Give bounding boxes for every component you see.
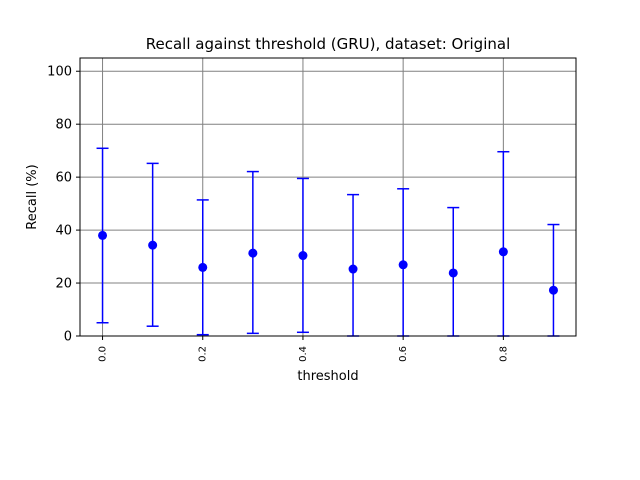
y-tick-label: 80 xyxy=(55,118,72,133)
x-tick-label: 0.2 xyxy=(198,346,209,362)
recall-point xyxy=(348,264,358,274)
recall-point xyxy=(548,285,558,295)
recall-point xyxy=(148,240,158,250)
recall-point xyxy=(398,260,408,270)
recall-point xyxy=(98,230,108,240)
y-tick-label: 40 xyxy=(55,224,72,239)
recall-point xyxy=(498,247,508,257)
y-tick-label: 20 xyxy=(55,277,72,292)
x-axis-label: threshold xyxy=(297,369,358,384)
recall-point xyxy=(448,268,458,278)
recall-point xyxy=(198,262,208,272)
x-tick-label: 0.0 xyxy=(98,346,109,362)
y-tick-label: 100 xyxy=(47,65,72,80)
x-tick-label: 0.4 xyxy=(298,346,309,362)
x-tick-label: 0.6 xyxy=(398,346,409,362)
plot-area-frame xyxy=(79,57,577,337)
x-tick-label: 0.8 xyxy=(498,346,509,362)
y-axis-label: Recall (%) xyxy=(25,164,40,229)
y-tick-label: 0 xyxy=(64,330,72,345)
y-tick-label: 60 xyxy=(55,171,72,186)
recall-point xyxy=(248,248,258,258)
y-axis-ticks: 0 20 40 60 80 100 xyxy=(47,65,80,345)
data-points xyxy=(98,230,558,295)
x-axis-ticks: 0.0 0.2 0.4 0.6 0.8 xyxy=(98,336,509,362)
chart-title: Recall against threshold (GRU), dataset:… xyxy=(146,35,510,53)
recall-point xyxy=(298,251,308,261)
